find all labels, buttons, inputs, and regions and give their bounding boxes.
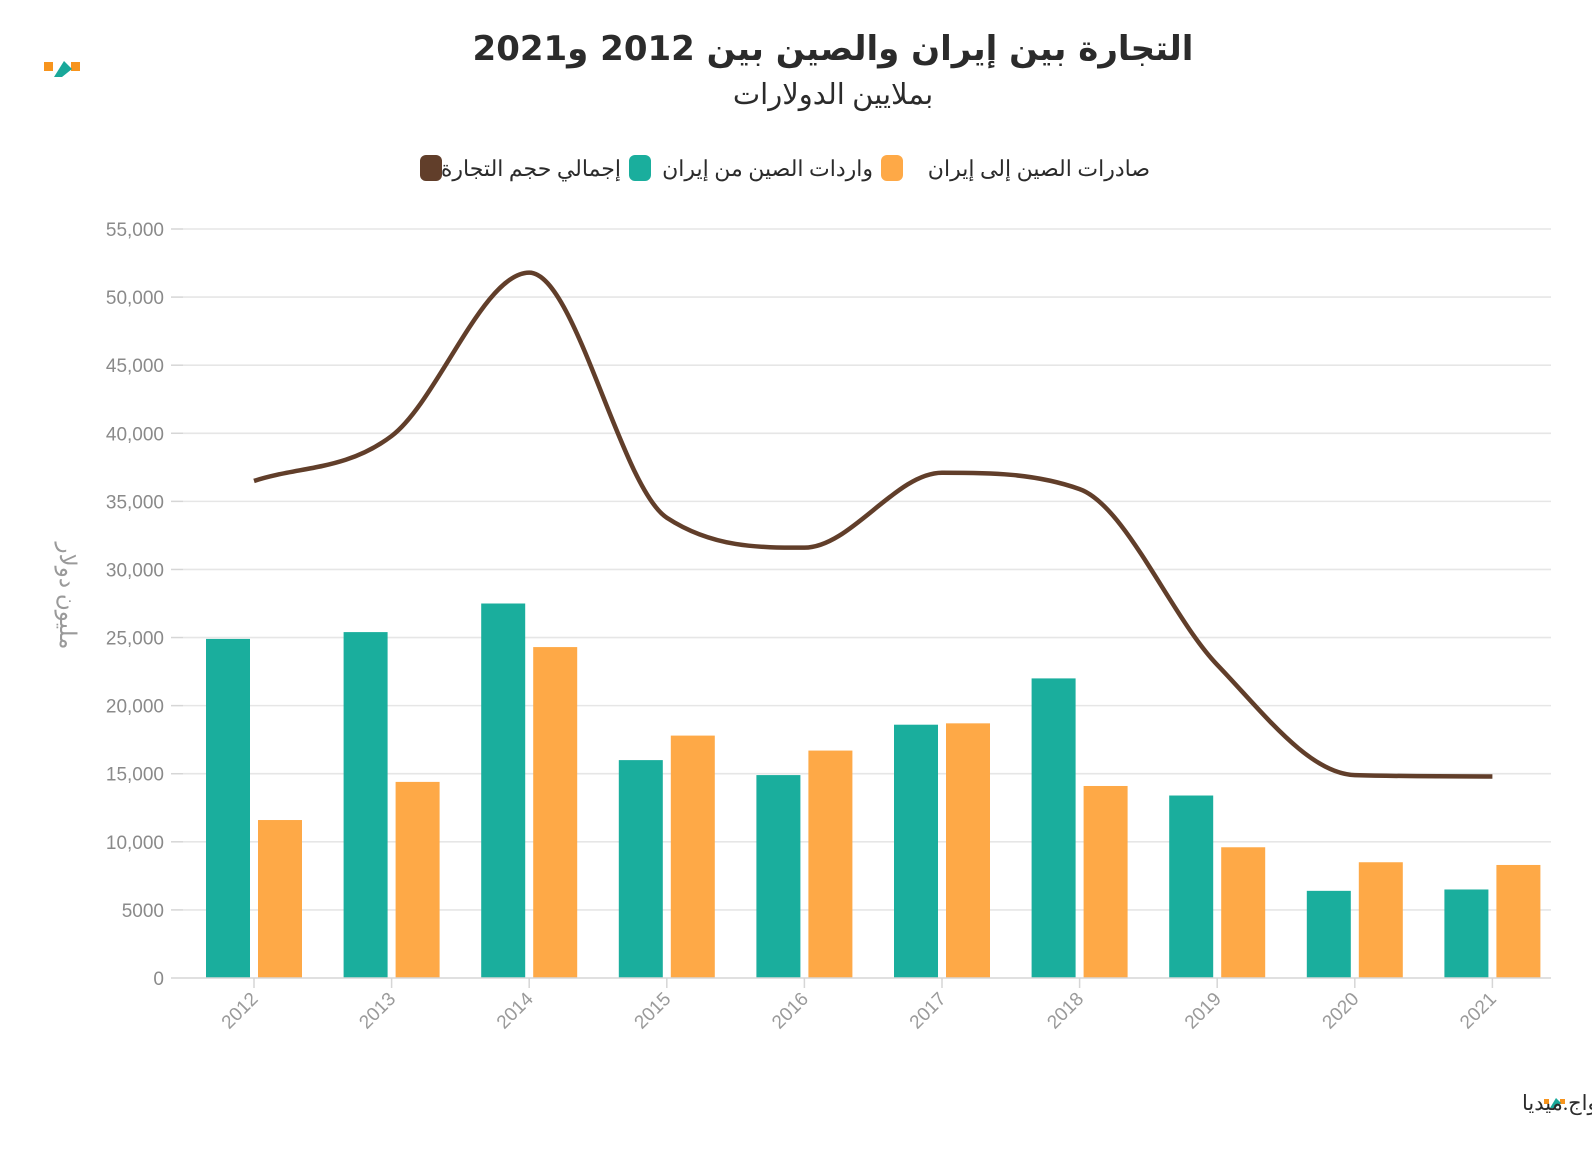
x-tick-label: 2012 <box>218 989 263 1034</box>
x-tick-label: 2014 <box>493 988 538 1033</box>
bar-exports-2021[interactable] <box>1496 864 1541 978</box>
gridlines <box>183 228 1551 911</box>
legend: صادرات الصين إلى إيران واردات الصين من إ… <box>420 155 1150 182</box>
x-tick-label: 2018 <box>1043 989 1088 1034</box>
legend-label-imports: واردات الصين من إيران <box>662 156 873 182</box>
legend-label-total: إجمالي حجم التجارة <box>441 156 621 182</box>
source-text: المصدر: صندوق النقد الدولي • ترتيب أمواج… <box>1522 1088 1592 1116</box>
amwaj-logo-icon <box>44 61 80 77</box>
chart-subtitle: بملايين الدولارات <box>733 79 933 112</box>
y-tick-label: 40,000 <box>106 424 164 445</box>
y-axis-label: مليون دولار <box>54 542 80 650</box>
y-tick-label: 35,000 <box>106 492 164 513</box>
amwaj-logo-icon <box>1544 1098 1565 1108</box>
x-axis-ticks: 2012 2013 2014 2015 2016 2017 2018 2019 2020 2021 <box>218 978 1501 1033</box>
legend-item-total[interactable]: إجمالي حجم التجارة <box>420 155 621 182</box>
total-line <box>253 270 1493 779</box>
y-tick-label: 45,000 <box>106 356 164 377</box>
legend-swatch-exports <box>881 155 903 181</box>
bar-imports-2014[interactable] <box>481 603 526 979</box>
x-tick-label: 2019 <box>1181 989 1226 1034</box>
y-tick-label: 25,000 <box>106 629 164 650</box>
y-tick-label: 20,000 <box>106 697 164 718</box>
bar-imports-2018[interactable] <box>1031 678 1076 978</box>
legend-label-exports: صادرات الصين إلى إيران <box>928 156 1150 182</box>
bar-imports-2013[interactable] <box>343 632 388 978</box>
y-axis-ticks: 0 5000 10,000 15,000 20,000 25,000 30,000 35,00… <box>106 220 183 990</box>
bar-exports-2020[interactable] <box>1358 862 1403 978</box>
legend-swatch-total <box>420 155 442 181</box>
bar-exports-2019[interactable] <box>1221 847 1266 978</box>
legend-swatch-imports <box>629 155 651 181</box>
y-tick-label: 5000 <box>122 901 164 922</box>
x-tick-label: 2020 <box>1319 989 1364 1034</box>
bar-imports-2020[interactable] <box>1306 890 1351 978</box>
x-tick-label: 2013 <box>355 989 400 1034</box>
x-tick-label: 2017 <box>906 989 951 1034</box>
y-tick-label: 0 <box>153 969 164 990</box>
y-tick-label: 15,000 <box>106 765 164 786</box>
bar-exports-2014[interactable] <box>533 647 578 978</box>
y-tick-label: 30,000 <box>106 560 164 581</box>
bar-imports-2017[interactable] <box>894 724 938 978</box>
x-tick-label: 2016 <box>768 989 813 1034</box>
bar-exports-2017[interactable] <box>946 723 990 978</box>
bar-imports-2016[interactable] <box>756 775 801 978</box>
bar-exports-2015[interactable] <box>670 735 715 978</box>
chart-title: التجارة بين إيران والصين بين 2012 و2021 <box>473 29 1194 69</box>
bars <box>206 603 1541 979</box>
legend-item-exports[interactable]: صادرات الصين إلى إيران <box>881 155 1150 182</box>
x-tick-label: 2021 <box>1456 989 1501 1034</box>
x-tick-label: 2015 <box>631 989 676 1034</box>
y-tick-label: 50,000 <box>106 288 164 309</box>
y-tick-label: 10,000 <box>106 833 164 854</box>
y-tick-label: 55,000 <box>106 220 164 241</box>
bar-exports-2012[interactable] <box>258 820 302 978</box>
bar-imports-2012[interactable] <box>206 638 250 978</box>
legend-item-imports[interactable]: واردات الصين من إيران <box>629 155 873 182</box>
source-footer: المصدر: صندوق النقد الدولي • ترتيب أمواج… <box>1522 1088 1592 1116</box>
bar-exports-2016[interactable] <box>808 750 853 978</box>
line-total-trade[interactable] <box>253 270 1493 779</box>
bar-exports-2018[interactable] <box>1083 785 1128 978</box>
bar-imports-2019[interactable] <box>1169 795 1214 978</box>
bar-imports-2015[interactable] <box>618 760 663 978</box>
bar-imports-2021[interactable] <box>1444 889 1489 978</box>
bar-exports-2013[interactable] <box>395 781 440 978</box>
